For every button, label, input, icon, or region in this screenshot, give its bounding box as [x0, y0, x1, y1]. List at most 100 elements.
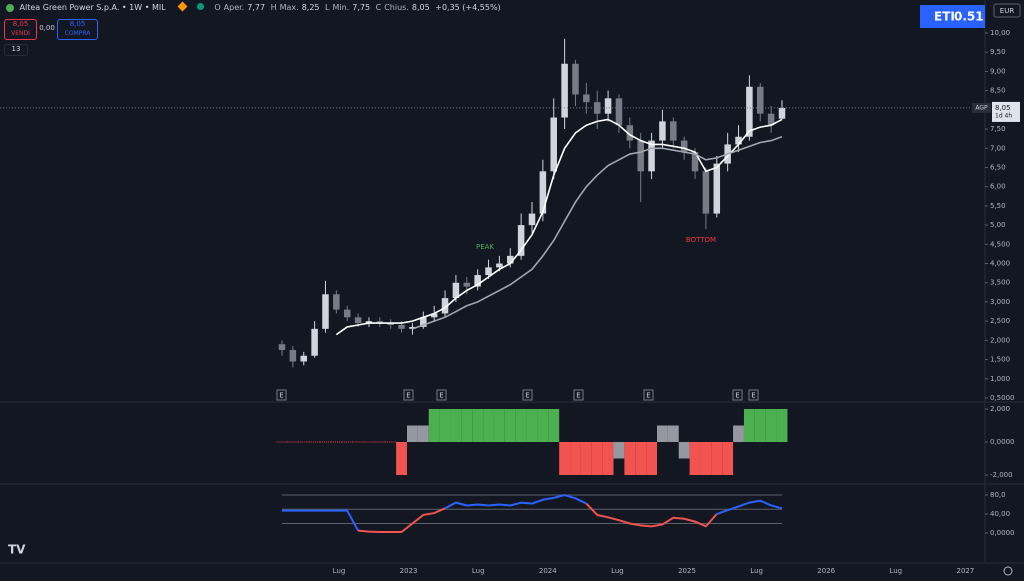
histogram-bar: [428, 409, 440, 442]
y-tick-label: 5,00: [990, 221, 1006, 229]
candle-body: [604, 98, 612, 114]
symbol[interactable]: Altea Green Power S.p.A. • 1W • MIL: [19, 3, 166, 12]
candle-body: [365, 321, 373, 324]
histogram-bar: [461, 409, 473, 442]
moving-average: [412, 135, 783, 330]
candle-body: [778, 107, 786, 119]
candle-body: [333, 294, 340, 310]
y-tick-label: 10,00: [990, 29, 1010, 37]
candle-body: [767, 113, 775, 126]
candle-body: [398, 325, 405, 329]
candle-body: [441, 298, 449, 314]
histogram-bar: [537, 409, 549, 442]
price-tag-symbol: AGP: [975, 104, 988, 111]
histogram-bar: [526, 409, 538, 442]
x-tick-label: 2026: [817, 567, 835, 575]
histogram-bar: [602, 442, 614, 475]
y-tick-label: 9,50: [990, 48, 1006, 56]
histogram-bar: [657, 425, 668, 442]
x-tick-label: 2023: [400, 567, 418, 575]
candle-body: [409, 326, 416, 329]
y-tick-label: 9,00: [990, 67, 1006, 75]
y-tick-label: 6,00: [990, 183, 1006, 191]
buy-button[interactable]: 8,05 COMPRA: [57, 19, 98, 40]
candle-body: [561, 63, 568, 118]
earnings-marker: [522, 389, 533, 401]
histogram-bar: [515, 409, 527, 442]
histogram-bar: [635, 442, 647, 475]
ohlc-key: L: [325, 3, 330, 12]
histogram-bar: [559, 442, 571, 475]
sell-button[interactable]: 8,05 VENDI: [4, 19, 37, 40]
x-tick-label: Lug: [472, 567, 485, 575]
x-tick-label: Lug: [333, 567, 346, 575]
candle-body: [311, 328, 318, 356]
spread: 0,00: [39, 24, 55, 32]
y-tick-label: 2,000: [990, 405, 1010, 413]
candle-body: [670, 121, 677, 141]
ohlc-name: Min.: [332, 3, 350, 12]
candle-body: [757, 86, 764, 114]
eti-box: [920, 5, 985, 28]
candle-body: [322, 294, 329, 329]
y-tick-label: 2,500: [990, 317, 1010, 325]
candle-body: [659, 121, 666, 141]
histogram-bar: [733, 425, 744, 442]
eti-label: ETI: [934, 10, 955, 24]
ohlc-key: C: [375, 3, 382, 12]
candle-body: [746, 86, 753, 137]
earnings-marker: [276, 389, 287, 401]
y-tick-label: 3,000: [990, 298, 1010, 306]
y-tick-label: 7,50: [990, 125, 1006, 133]
candle-body: [626, 125, 634, 141]
histogram-bar: [396, 442, 407, 475]
earnings-marker: [403, 389, 414, 401]
histogram-bar: [776, 409, 788, 442]
histogram-bar: [624, 442, 636, 475]
earnings-label: E: [406, 392, 410, 400]
histogram-bar: [667, 425, 679, 442]
histogram-bar: [743, 409, 755, 442]
histogram-bar: [483, 409, 494, 442]
x-tick-label: 2027: [956, 567, 974, 575]
earnings-label: E: [439, 392, 443, 400]
x-tick-label: Lug: [750, 567, 763, 575]
indicator-count[interactable]: 13: [4, 44, 28, 56]
histogram-bar: [765, 409, 777, 442]
price-tag-price: 8,05: [995, 104, 1011, 112]
histogram-bar: [722, 442, 734, 475]
candle-body: [735, 136, 742, 145]
y-tick-label: 0,0000: [990, 438, 1015, 446]
histogram-bar: [439, 409, 451, 442]
y-tick-label: 80,0: [990, 491, 1006, 499]
currency-box[interactable]: [993, 3, 1021, 18]
candle-body: [572, 63, 579, 95]
histogram-bar: [504, 409, 516, 442]
x-tick-label: Lug: [611, 567, 624, 575]
price-tag-countdown: 1d 4h: [995, 112, 1012, 119]
histogram-bar: [548, 409, 560, 442]
candle-body: [376, 321, 384, 324]
symbol-icon: [6, 3, 14, 12]
candle-body: [452, 282, 460, 299]
candle-body: [485, 267, 492, 276]
candle-body: [300, 355, 307, 362]
candle-body: [539, 171, 547, 214]
histogram-bar: [711, 442, 723, 475]
y-tick-label: 8,50: [990, 87, 1006, 95]
ohlc-name: Chius.: [384, 3, 409, 12]
y-tick-label: -2,000: [990, 471, 1013, 479]
candle-body: [528, 213, 536, 226]
histogram-bar: [417, 425, 429, 442]
currency[interactable]: EUR: [1000, 7, 1015, 15]
candle-body: [680, 140, 688, 153]
y-tick-label: 2,000: [990, 336, 1010, 344]
y-tick-label: 0,0000: [990, 529, 1015, 537]
histogram-bar: [450, 409, 462, 442]
oscillator-line: [444, 493, 587, 510]
ohlc-name: Max.: [279, 3, 299, 12]
earnings-marker: [573, 389, 584, 401]
y-tick-label: 4,000: [990, 260, 1010, 268]
settings-icon[interactable]: [1003, 566, 1013, 576]
